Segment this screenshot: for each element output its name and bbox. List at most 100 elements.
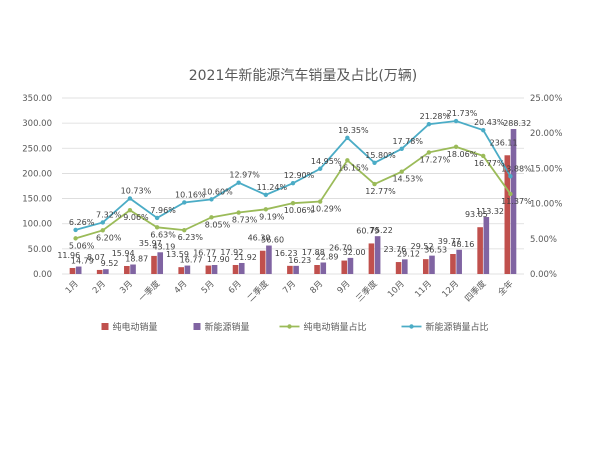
y-right-tick-label: 15.00% [530,164,562,174]
bar-data-label: 22.89 [316,252,339,261]
bar [368,243,375,274]
y-left-tick-label: 50.00 [28,245,52,255]
x-tick-label: 四季度 [463,278,489,304]
legend-swatch [101,323,109,330]
line-point [453,144,459,150]
bar [450,254,456,274]
line-data-label: 11.37% [501,197,532,206]
bar-data-label: 56.60 [261,236,284,245]
bar [429,255,435,274]
line-data-label: 20.43% [474,118,505,127]
bar [266,245,272,274]
bar-data-label: 17.90 [207,255,230,264]
bar [402,259,408,274]
y-left-tick-label: 350.00 [22,94,52,104]
line-point [481,127,486,133]
line-point [236,210,241,215]
line-point [154,215,160,221]
line-point [73,227,78,233]
legend-label: 新能源销量占比 [426,321,489,333]
line-point [127,208,133,213]
y-left-tick-label: 150.00 [22,195,52,205]
x-tick-label: 三季度 [354,278,380,304]
line-point [127,196,133,201]
bar [347,257,354,274]
line-point [426,150,432,155]
line-data-label: 15.80% [365,151,396,160]
bar-data-label: 29.52 [411,242,434,251]
line-point [182,200,187,205]
line-point [209,215,214,220]
bar-data-label: 21.92 [234,253,257,262]
x-tick-label: 1月 [64,279,81,296]
line-data-label: 10.60% [202,187,233,196]
bar-data-label: 60.79 [356,226,379,235]
line-point [182,227,187,233]
line-point [73,236,78,241]
y-left-tick-label: 0.00 [33,270,52,280]
bar [130,264,136,274]
bar-data-label: 17.88 [302,248,325,257]
x-tick-label: 7月 [281,279,298,296]
bar [178,267,184,274]
line-point [453,118,459,124]
bar [510,129,517,274]
bar [477,227,483,274]
bar-data-label: 17.92 [220,248,243,257]
line-data-label: 10.16% [175,190,206,199]
bar-data-label: 15.94 [112,249,135,258]
line-data-label: 6.63% [150,230,176,239]
legend-label: 纯电动销量 [113,321,158,333]
line-data-label: 17.27% [420,155,451,164]
bar [422,259,429,274]
line-point [426,121,432,127]
bar-data-label: 16.23 [275,249,298,258]
y-left-tick-label: 200.00 [22,169,52,179]
x-tick-label: 4月 [173,279,190,296]
bar-data-label: 16.77 [193,249,216,258]
line-data-label: 17.78% [392,137,423,146]
line-data-label: 16.15% [338,163,369,172]
line-data-label: 14.95% [311,157,342,166]
line-data-label: 6.26% [69,218,95,227]
line-data-label: 7.96% [150,206,176,215]
line-data-label: 11.24% [257,183,288,192]
bar-data-label: 36.53 [424,246,447,255]
bar [504,155,511,274]
y-left-tick-label: 100.00 [22,220,52,230]
bar-data-label: 23.76 [383,245,406,254]
bar [395,262,402,274]
legend-label: 纯电动销量占比 [304,321,367,333]
line-data-label: 9.06% [123,213,149,222]
chart-title: 2021年新能源汽车销量及占比(万辆) [189,67,418,84]
line-data-label: 9.19% [259,212,285,221]
line-point [345,135,350,140]
bar-data-label: 8.07 [87,253,105,262]
line-point [508,174,513,179]
line-data-label: 21.28% [420,112,451,121]
bar [456,249,462,274]
x-tick-label: 12月 [440,279,461,300]
line-data-label: 8.73% [232,216,258,225]
bar [259,250,266,274]
bar [314,265,320,274]
line-point [399,146,404,152]
bar [238,262,245,274]
bar [211,264,218,274]
bar [96,269,103,274]
line-point [290,180,296,186]
y-left-tick-label: 250.00 [22,144,52,154]
bar [184,265,191,274]
bar [320,262,327,274]
line-point [481,153,486,159]
bar [293,265,299,274]
line-data-label: 13.88% [501,164,532,173]
bar [75,266,82,274]
line-point [290,200,296,206]
bar [483,217,490,274]
x-tick-label: 6月 [227,279,244,296]
line-data-label: 12.77% [365,187,396,196]
line-data-label: 18.06% [447,150,478,159]
bar [157,252,164,274]
line-point [345,158,350,163]
